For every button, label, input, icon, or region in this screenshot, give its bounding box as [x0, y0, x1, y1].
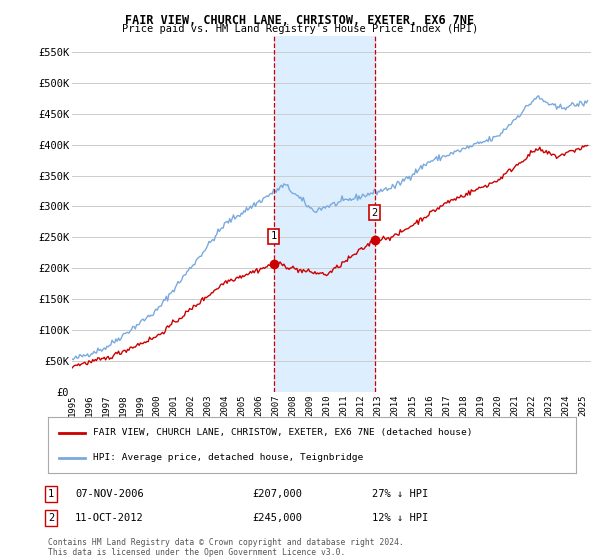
Text: Contains HM Land Registry data © Crown copyright and database right 2024.
This d: Contains HM Land Registry data © Crown c…	[48, 538, 404, 557]
Text: 1: 1	[48, 489, 54, 499]
Text: £207,000: £207,000	[252, 489, 302, 499]
Text: 2: 2	[371, 208, 377, 218]
Bar	[274, 36, 374, 392]
Text: 27% ↓ HPI: 27% ↓ HPI	[372, 489, 428, 499]
Text: 11-OCT-2012: 11-OCT-2012	[75, 513, 144, 523]
Text: £245,000: £245,000	[252, 513, 302, 523]
Text: FAIR VIEW, CHURCH LANE, CHRISTOW, EXETER, EX6 7NE: FAIR VIEW, CHURCH LANE, CHRISTOW, EXETER…	[125, 14, 475, 27]
Text: Price paid vs. HM Land Registry's House Price Index (HPI): Price paid vs. HM Land Registry's House …	[122, 24, 478, 34]
Text: 2: 2	[48, 513, 54, 523]
Text: 12% ↓ HPI: 12% ↓ HPI	[372, 513, 428, 523]
Text: HPI: Average price, detached house, Teignbridge: HPI: Average price, detached house, Teig…	[93, 453, 363, 462]
Text: 07-NOV-2006: 07-NOV-2006	[75, 489, 144, 499]
Text: FAIR VIEW, CHURCH LANE, CHRISTOW, EXETER, EX6 7NE (detached house): FAIR VIEW, CHURCH LANE, CHRISTOW, EXETER…	[93, 428, 472, 437]
Text: 1: 1	[271, 231, 277, 241]
